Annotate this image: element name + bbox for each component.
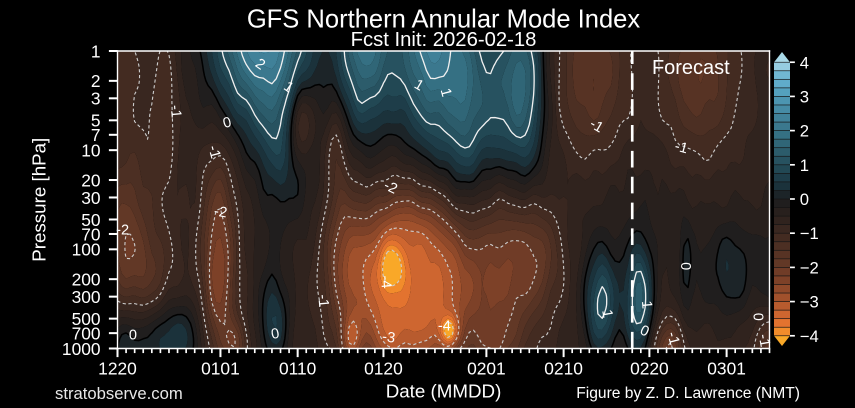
svg-text:1: 1 (800, 156, 809, 175)
svg-text:500: 500 (72, 309, 101, 329)
svg-text:3: 3 (800, 87, 809, 106)
svg-text:1: 1 (91, 41, 101, 61)
svg-text:5: 5 (91, 111, 101, 131)
svg-text:-1: -1 (673, 139, 690, 158)
svg-text:−1: −1 (800, 224, 819, 243)
svg-text:1: 1 (598, 308, 615, 319)
svg-text:stratobserve.com: stratobserve.com (55, 384, 183, 403)
svg-text:1000: 1000 (62, 339, 101, 359)
svg-text:-2: -2 (381, 178, 400, 198)
svg-text:-1: -1 (204, 144, 223, 161)
svg-text:0: 0 (270, 326, 281, 343)
svg-text:70: 70 (81, 224, 100, 244)
svg-text:50: 50 (81, 210, 100, 230)
svg-text:700: 700 (72, 323, 101, 343)
svg-text:GFS Northern Annular Mode Inde: GFS Northern Annular Mode Index (247, 6, 641, 34)
svg-text:-2: -2 (213, 203, 229, 221)
svg-text:-1: -1 (755, 333, 773, 349)
svg-text:1: 1 (437, 87, 455, 99)
svg-text:0110: 0110 (279, 359, 316, 379)
svg-text:-4: -4 (438, 318, 451, 334)
svg-text:-2: -2 (116, 222, 129, 238)
svg-text:2: 2 (91, 71, 101, 91)
svg-text:0: 0 (800, 190, 809, 209)
svg-text:3: 3 (91, 89, 101, 109)
svg-text:1220: 1220 (98, 359, 137, 379)
svg-text:0120: 0120 (364, 359, 403, 379)
svg-text:−4: −4 (800, 327, 819, 346)
svg-text:0: 0 (221, 114, 233, 132)
svg-text:0: 0 (129, 327, 137, 343)
svg-text:Fcst Init: 2026-02-18: Fcst Init: 2026-02-18 (351, 29, 537, 51)
svg-text:30: 30 (81, 188, 100, 208)
svg-text:0101: 0101 (201, 359, 240, 379)
svg-text:100: 100 (72, 240, 101, 260)
svg-text:0210: 0210 (544, 359, 583, 379)
svg-text:Date (MMDD): Date (MMDD) (386, 380, 502, 401)
svg-text:−3: −3 (800, 293, 819, 312)
svg-text:7: 7 (91, 125, 101, 145)
svg-text:0220: 0220 (630, 359, 669, 379)
svg-text:Forecast: Forecast (652, 57, 730, 79)
svg-text:20: 20 (81, 170, 100, 190)
svg-text:0: 0 (750, 313, 766, 321)
svg-text:4: 4 (800, 53, 809, 72)
svg-text:-1: -1 (167, 104, 184, 118)
svg-text:Figure by Z. D. Lawrence (NMT): Figure by Z. D. Lawrence (NMT) (576, 385, 800, 402)
svg-text:-4: -4 (377, 275, 394, 289)
svg-text:2: 2 (800, 122, 809, 141)
svg-text:300: 300 (72, 287, 101, 307)
svg-text:0301: 0301 (707, 359, 746, 379)
svg-text:0: 0 (677, 262, 693, 270)
svg-text:-1: -1 (314, 294, 331, 308)
svg-text:−2: −2 (800, 258, 819, 277)
svg-text:200: 200 (72, 269, 101, 289)
svg-text:-3: -3 (381, 329, 396, 347)
svg-text:0201: 0201 (467, 359, 506, 379)
svg-text:10: 10 (81, 140, 100, 160)
svg-text:-1: -1 (663, 330, 682, 347)
svg-text:Pressure [hPa]: Pressure [hPa] (29, 138, 50, 262)
svg-text:1: 1 (638, 300, 655, 309)
